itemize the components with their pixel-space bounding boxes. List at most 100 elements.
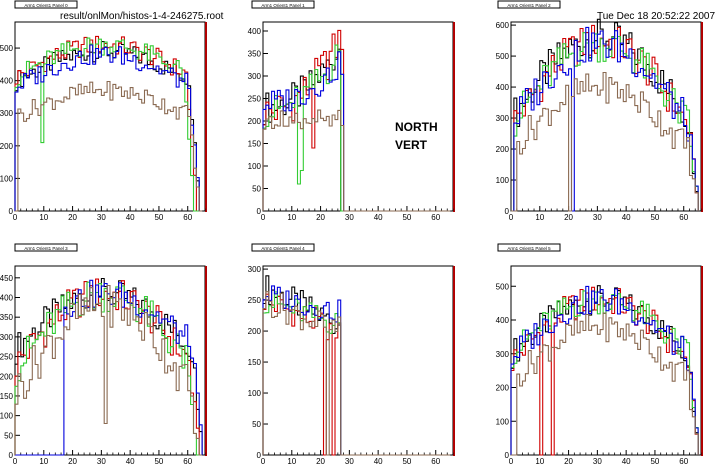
y-tick-label: 150 (248, 358, 262, 367)
x-tick-label: 60 (183, 457, 192, 464)
x-tick-label: 0 (261, 457, 266, 464)
y-tick-label: 200 (0, 372, 14, 381)
x-tick-label: 30 (345, 213, 354, 222)
y-tick-label: 450 (0, 274, 14, 283)
y-tick-label: 300 (248, 265, 262, 274)
x-tick-label: 30 (593, 213, 602, 222)
histogram-series-green (510, 290, 699, 456)
x-tick-label: 40 (126, 457, 135, 464)
y-tick-label: 100 (248, 389, 262, 398)
y-tick-label: 400 (496, 316, 510, 325)
y-tick-label: 0 (257, 451, 262, 460)
y-tick-label: 300 (496, 114, 510, 123)
x-tick-label: 60 (183, 213, 192, 222)
x-tick-label: 10 (287, 213, 296, 222)
y-tick-label: 300 (248, 72, 262, 81)
histogram-series-brown (262, 291, 451, 456)
y-tick-label: 50 (4, 431, 13, 440)
x-tick-label: 50 (402, 213, 411, 222)
y-tick-label: 200 (496, 145, 510, 154)
panel-title: Arm1 Orient1 Panel 4 (261, 246, 305, 251)
y-tick-label: 100 (0, 174, 14, 183)
x-tick-label: 20 (564, 213, 573, 222)
y-tick-label: 200 (248, 327, 262, 336)
timestamp-label: Tue Dec 18 20:52:22 2007 (597, 11, 716, 22)
histogram-series-green (14, 37, 203, 212)
histogram-series-green (262, 291, 451, 456)
x-tick-label: 50 (154, 213, 163, 222)
histogram-series-brown (511, 71, 699, 212)
y-tick-label: 100 (248, 162, 262, 171)
histogram-series-brown (14, 284, 203, 456)
x-tick-label: 30 (97, 457, 106, 464)
panel-title: Arm1 Orient1 Panel 1 (261, 3, 305, 8)
x-tick-label: 60 (431, 213, 440, 222)
x-tick-label: 0 (13, 457, 18, 464)
x-tick-label: 40 (126, 213, 135, 222)
x-tick-label: 20 (564, 457, 573, 464)
histogram-series-blue (15, 279, 203, 456)
histogram-series-red (510, 286, 699, 456)
y-tick-label: 50 (252, 420, 261, 429)
panel-title-box (14, 0, 78, 9)
histogram-series-black (14, 41, 203, 212)
x-tick-label: 10 (287, 457, 296, 464)
x-tick-label: 50 (154, 457, 163, 464)
x-tick-label: 40 (622, 457, 631, 464)
x-tick-label: 60 (431, 457, 440, 464)
y-tick-label: 0 (505, 451, 510, 460)
y-tick-label: 0 (257, 207, 262, 216)
x-tick-label: 10 (535, 457, 544, 464)
y-tick-label: 300 (496, 350, 510, 359)
y-tick-label: 250 (0, 353, 14, 362)
y-tick-label: 400 (496, 83, 510, 92)
panel-title-box (497, 243, 561, 252)
y-tick-label: 100 (496, 417, 510, 426)
y-tick-label: 0 (9, 207, 14, 216)
histogram-series-red (511, 24, 699, 212)
y-tick-label: 150 (248, 140, 262, 149)
y-tick-label: 200 (0, 142, 14, 151)
x-tick-label: 0 (509, 457, 514, 464)
x-tick-label: 40 (374, 213, 383, 222)
histogram-series-red (14, 35, 203, 212)
histogram-series-black (510, 285, 699, 456)
y-tick-label: 500 (496, 282, 510, 291)
y-tick-label: 300 (0, 109, 14, 118)
x-tick-label: 0 (261, 213, 266, 222)
x-tick-label: 10 (39, 457, 48, 464)
arm-label-north: NORTH (395, 120, 438, 134)
x-tick-label: 0 (509, 213, 514, 222)
x-tick-label: 40 (622, 213, 631, 222)
x-tick-label: 50 (650, 213, 659, 222)
y-tick-label: 500 (496, 52, 510, 61)
histogram-series-blue (510, 285, 699, 456)
histogram-series-black (14, 277, 203, 456)
y-tick-label: 250 (248, 296, 262, 305)
panel-title-box (251, 243, 315, 252)
y-tick-label: 150 (0, 392, 14, 401)
y-tick-label: 400 (248, 27, 262, 36)
y-tick-label: 400 (0, 77, 14, 86)
panel-title: Arm1 Orient1 Panel 0 (24, 3, 68, 8)
panel-title-box (251, 0, 315, 9)
x-tick-label: 60 (679, 213, 688, 222)
y-tick-label: 350 (248, 50, 262, 59)
panel-title: Arm1 Orient1 Panel 2 (507, 3, 551, 8)
x-tick-label: 30 (345, 457, 354, 464)
histogram-series-brown (511, 312, 699, 456)
panel-title: Arm1 Orient1 Panel 5 (507, 246, 551, 251)
histogram-series-brown (262, 109, 451, 212)
x-tick-label: 20 (316, 457, 325, 464)
y-tick-label: 250 (248, 95, 262, 104)
y-tick-label: 50 (252, 185, 261, 194)
x-tick-label: 50 (402, 457, 411, 464)
panel-title-box (14, 243, 78, 252)
x-tick-label: 10 (39, 213, 48, 222)
panel-title: Arm1 Orient1 Panel 3 (24, 246, 68, 251)
histogram-series-red (14, 278, 203, 456)
y-tick-label: 350 (0, 313, 14, 322)
x-tick-label: 20 (68, 457, 77, 464)
y-tick-label: 600 (496, 21, 510, 30)
